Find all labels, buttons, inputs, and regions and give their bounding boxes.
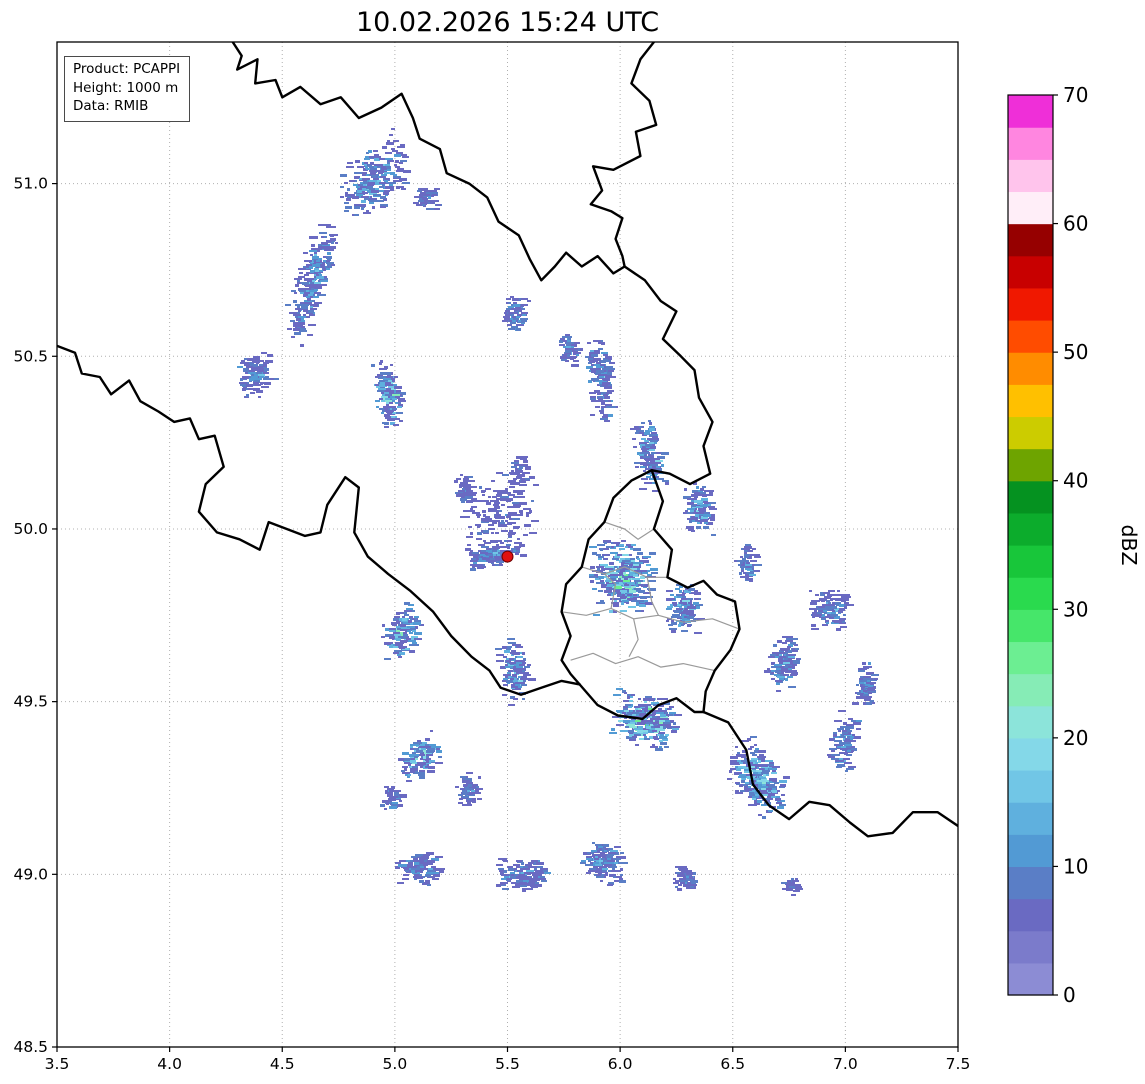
colorbar: 0 10 20 30 40 50 60 70 dBZ	[1007, 83, 1141, 1007]
svg-text:50.5: 50.5	[13, 347, 48, 365]
svg-text:5.5: 5.5	[495, 1055, 520, 1073]
svg-text:40: 40	[1063, 469, 1088, 493]
svg-text:3.5: 3.5	[45, 1055, 70, 1073]
info-box: Product: PCAPPI Height: 1000 m Data: RMI…	[64, 56, 191, 122]
info-data: Data: RMIB	[73, 98, 149, 115]
svg-text:6.0: 6.0	[608, 1055, 633, 1073]
svg-text:60: 60	[1063, 212, 1088, 236]
radar-site-marker	[501, 550, 514, 563]
y-axis: 48.5 49.0 49.5 50.0 50.5 51.0	[13, 175, 57, 1056]
svg-text:5.0: 5.0	[383, 1055, 408, 1073]
svg-text:7.0: 7.0	[833, 1055, 858, 1073]
plot-title: 10.02.2026 15:24 UTC	[355, 7, 660, 38]
precipitation-echoes	[237, 128, 879, 896]
province-borders	[561, 521, 740, 672]
svg-text:48.5: 48.5	[13, 1038, 48, 1056]
svg-text:49.5: 49.5	[13, 693, 48, 711]
svg-text:0: 0	[1063, 983, 1076, 1007]
svg-text:20: 20	[1063, 726, 1088, 750]
svg-text:10: 10	[1063, 854, 1088, 878]
svg-text:51.0: 51.0	[13, 175, 48, 193]
svg-text:7.5: 7.5	[946, 1055, 971, 1073]
svg-text:50.0: 50.0	[13, 520, 48, 538]
info-product: Product: PCAPPI	[73, 61, 181, 77]
svg-text:30: 30	[1063, 597, 1088, 621]
colorbar-label: dBZ	[1117, 524, 1141, 565]
svg-text:4.0: 4.0	[157, 1055, 182, 1073]
svg-text:50: 50	[1063, 340, 1088, 364]
svg-text:4.5: 4.5	[270, 1055, 295, 1073]
svg-text:70: 70	[1063, 83, 1088, 107]
info-height: Height: 1000 m	[73, 79, 179, 96]
x-axis: 3.5 4.0 4.5 5.0 5.5 6.0 6.5 7.0 7.5	[45, 1047, 971, 1073]
svg-text:6.5: 6.5	[720, 1055, 745, 1073]
svg-text:49.0: 49.0	[13, 865, 48, 883]
country-borders	[57, 42, 958, 838]
